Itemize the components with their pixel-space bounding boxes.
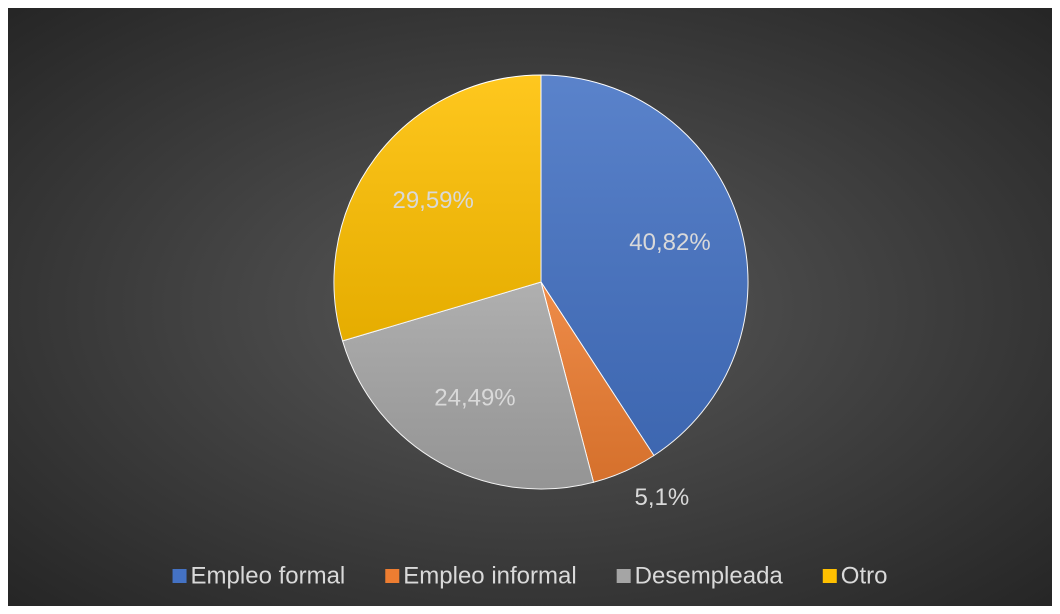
data-label: 5,1% xyxy=(635,484,690,511)
slice-shade xyxy=(541,75,748,456)
data-label: 24,49% xyxy=(434,385,515,412)
legend-label: Otro xyxy=(841,562,888,589)
slice-shade xyxy=(333,75,541,341)
legend-swatch xyxy=(822,569,837,583)
pie xyxy=(333,74,749,490)
legend-swatch xyxy=(616,569,631,583)
data-labels: 40,82% 5,1% 24,49% 29,59% xyxy=(392,187,710,511)
legend-swatch xyxy=(385,569,400,583)
legend-swatch xyxy=(172,569,187,583)
data-label: 40,82% xyxy=(629,229,710,256)
legend-label: Desempleada xyxy=(635,562,784,589)
legend: Empleo formal Empleo informal Desempleada O… xyxy=(172,562,888,589)
data-label: 29,59% xyxy=(392,187,473,214)
legend-label: Empleo formal xyxy=(191,562,346,589)
slice-shade xyxy=(342,282,594,489)
legend-label: Empleo informal xyxy=(403,562,576,589)
slice-shade xyxy=(541,282,654,483)
